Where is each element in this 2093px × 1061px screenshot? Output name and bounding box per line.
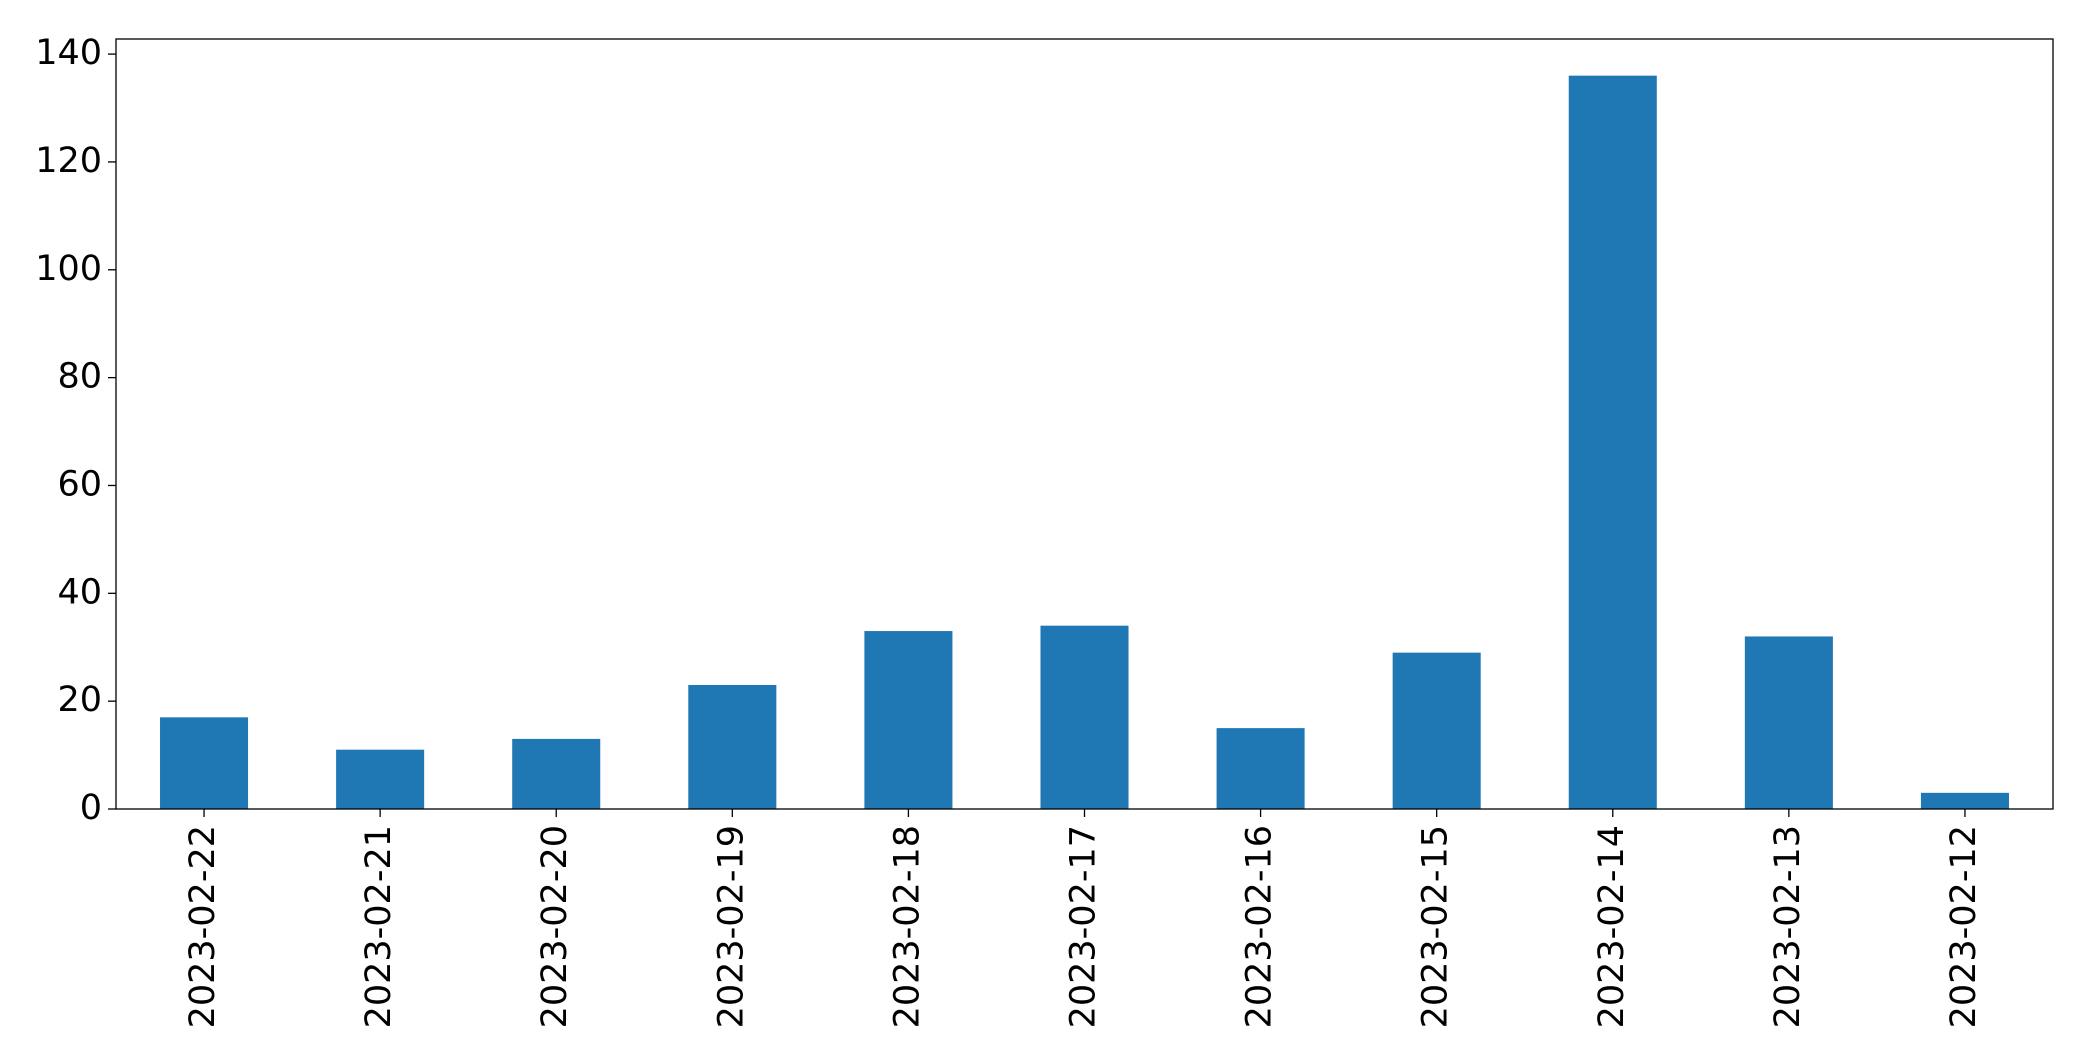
x-tick-label: 2023-02-12 — [1944, 825, 1984, 1028]
bar — [864, 631, 953, 809]
x-tick-label: 2023-02-20 — [535, 825, 575, 1028]
bar — [688, 684, 777, 809]
x-tick-label: 2023-02-21 — [359, 825, 399, 1028]
bar — [160, 717, 249, 809]
y-tick-label: 0 — [80, 788, 102, 828]
x-tick-label: 2023-02-17 — [1064, 825, 1104, 1028]
x-tick-label: 2023-02-22 — [183, 825, 223, 1028]
bar — [1920, 792, 2009, 809]
y-tick-label: 20 — [57, 680, 102, 720]
y-tick-label: 40 — [57, 572, 102, 612]
bar — [1568, 75, 1657, 809]
y-tick-label: 140 — [35, 33, 102, 73]
x-tick-label: 2023-02-14 — [1592, 825, 1632, 1028]
y-tick-label: 120 — [35, 141, 102, 181]
bar — [1744, 636, 1833, 809]
y-tick-label: 80 — [57, 357, 102, 397]
bar — [1392, 652, 1481, 809]
bar — [336, 749, 425, 809]
plot-frame — [115, 38, 2054, 810]
y-tick-label: 60 — [57, 464, 102, 504]
bar — [512, 738, 601, 809]
x-tick-label: 2023-02-15 — [1416, 825, 1456, 1028]
y-tick-label: 100 — [35, 249, 102, 289]
x-tick-label: 2023-02-13 — [1768, 825, 1808, 1028]
x-tick-label: 2023-02-19 — [711, 825, 751, 1028]
x-tick-label: 2023-02-18 — [887, 825, 927, 1028]
bar — [1216, 728, 1305, 809]
bar — [1040, 625, 1129, 809]
x-tick-label: 2023-02-16 — [1240, 825, 1280, 1028]
